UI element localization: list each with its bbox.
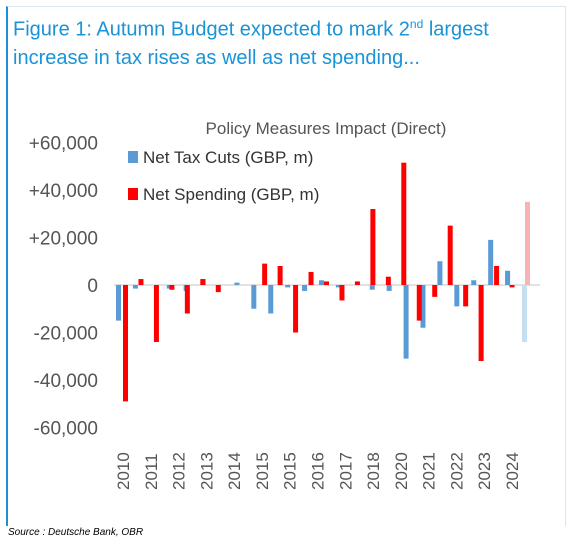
tax-bar (302, 285, 308, 291)
tax-bar (505, 270, 511, 285)
spending-bar (200, 279, 206, 285)
chart-container: Policy Measures Impact (Direct) Net Tax … (6, 100, 566, 525)
figure-title-rest: largest (423, 18, 489, 41)
y-tick-label: +40,000 (29, 181, 98, 202)
spending-bar (432, 285, 438, 297)
chart-bars (116, 162, 530, 402)
x-tick-label: 2014 (225, 452, 244, 490)
x-tick-label: 2016 (309, 452, 328, 490)
tax-bar (251, 285, 257, 309)
y-tick-label: -40,000 (34, 371, 98, 392)
tax-bar (471, 280, 477, 285)
figure-title-superscript: nd (409, 17, 424, 31)
spending-bar (447, 225, 453, 285)
y-tick-label: +20,000 (29, 229, 98, 250)
spending-bar (169, 285, 175, 290)
tax-bar (403, 285, 409, 359)
y-tick-label: -20,000 (34, 324, 98, 345)
spending-bar (324, 281, 329, 285)
spending-bar (494, 266, 500, 285)
tax-bar (386, 285, 392, 291)
tax-bar (234, 282, 240, 285)
y-axis: +60,000 +40,000 +20,000 0 -20,000 -40,000 -60,… (29, 134, 540, 440)
x-tick-label: 2011 (142, 453, 161, 490)
source-note: Source : Deutsche Bank, OBR (8, 527, 144, 538)
tax-bar (285, 285, 291, 288)
tax-bar (369, 285, 375, 290)
tax-bar (522, 285, 527, 342)
spending-bar (123, 285, 128, 402)
tax-bar (437, 261, 443, 285)
x-tick-label: 2022 (447, 452, 466, 490)
spending-bar (215, 285, 221, 293)
tax-bar (488, 239, 494, 285)
spending-bar (525, 201, 530, 285)
spending-bar (509, 285, 515, 288)
legend-label-tax: Net Tax Cuts (GBP, m) (143, 148, 313, 167)
tax-bar (420, 285, 426, 328)
x-tick-label: 2020 (392, 452, 411, 490)
spending-bar (463, 285, 469, 307)
x-tick-label: 2023 (475, 452, 494, 490)
spending-bar (478, 285, 484, 361)
figure-title-line2: increase in tax rises as well as net spe… (13, 46, 420, 69)
spending-bar (354, 281, 360, 285)
tax-bar (268, 285, 274, 314)
policy-measures-chart: Policy Measures Impact (Direct) Net Tax … (29, 119, 540, 490)
legend-swatch-tax (128, 151, 138, 163)
tax-bar (166, 285, 172, 289)
spending-bar (293, 285, 299, 333)
y-tick-label: +60,000 (29, 134, 98, 155)
tax-bar (116, 285, 121, 321)
spending-bar (385, 276, 391, 285)
x-tick-label: 2012 (170, 452, 189, 490)
x-tick-label: 2015 (281, 452, 300, 490)
spending-bar (138, 279, 144, 285)
x-tick-label: 2013 (197, 452, 216, 490)
legend-label-spending: Net Spending (GBP, m) (143, 185, 319, 204)
figure-title-main: Figure 1: Autumn Budget expected to mark… (13, 18, 410, 41)
spending-bar (401, 162, 407, 285)
y-tick-label: 0 (87, 276, 98, 297)
spending-bar (416, 285, 422, 321)
spending-bar (277, 266, 283, 285)
x-tick-label: 2010 (114, 452, 133, 490)
spending-bar (184, 285, 190, 314)
x-tick-label: 2021 (420, 452, 439, 490)
x-tick-label: 2015 (253, 452, 272, 490)
x-tick-label: 2017 (336, 452, 355, 490)
chart-legend: Net Tax Cuts (GBP, m) Net Spending (GBP, … (128, 148, 319, 204)
tax-bar (454, 285, 460, 307)
spending-bar (339, 285, 345, 301)
x-tick-label: 2018 (364, 452, 383, 490)
tax-bar (335, 285, 341, 288)
spending-bar (308, 271, 314, 285)
chart-title: Policy Measures Impact (Direct) (206, 119, 447, 138)
spending-bar (262, 263, 268, 285)
tax-bar (132, 285, 138, 289)
spending-bar (370, 209, 376, 285)
x-axis: 2010 2011 2012 2013 2014 2015 2015 2016 2017 2018… (114, 452, 522, 490)
legend-swatch-spending (128, 188, 138, 200)
y-tick-label: -60,000 (34, 419, 98, 440)
spending-bar (153, 285, 159, 342)
figure-frame (6, 6, 566, 526)
x-tick-label: 2024 (503, 452, 522, 490)
figure-title: Figure 1: Autumn Budget expected to mark… (13, 10, 553, 72)
tax-bar (319, 280, 324, 285)
